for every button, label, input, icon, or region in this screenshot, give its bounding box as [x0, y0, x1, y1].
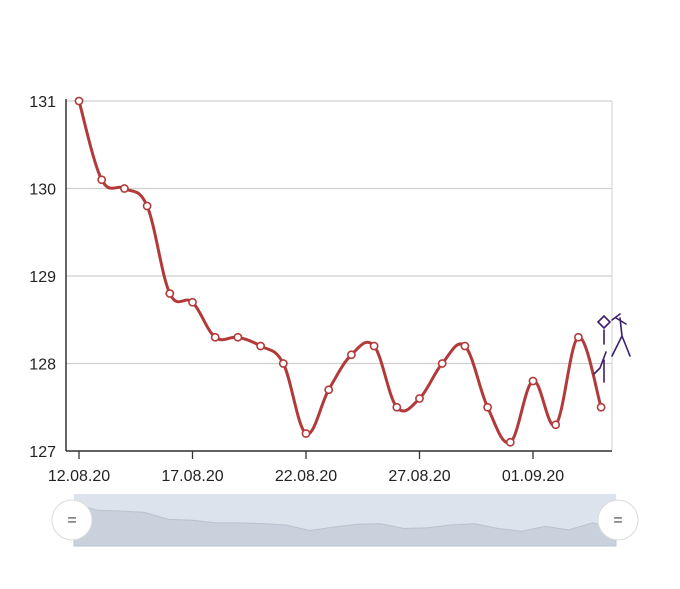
points-layer	[74, 96, 606, 447]
handwritten-scribble	[593, 313, 631, 383]
data-point[interactable]	[460, 341, 470, 351]
x-tick-label: 12.08.20	[48, 468, 110, 485]
data-point[interactable]	[210, 332, 220, 342]
y-tick-label: 129	[29, 269, 56, 286]
data-point[interactable]	[528, 376, 538, 386]
grid-layer	[66, 100, 612, 452]
data-point[interactable]	[142, 201, 152, 211]
y-tick-label: 130	[29, 182, 56, 199]
data-point[interactable]	[74, 96, 84, 106]
data-point[interactable]	[233, 332, 243, 342]
data-point[interactable]	[301, 429, 311, 438]
range-navigator[interactable]: = =	[51, 494, 639, 547]
navigator-left-handle[interactable]: =	[51, 499, 93, 541]
data-point[interactable]	[97, 175, 107, 185]
navigator-series	[73, 503, 617, 547]
data-point[interactable]	[324, 385, 334, 395]
data-point[interactable]	[483, 402, 492, 412]
x-tick-label: 22.08.20	[275, 468, 337, 485]
left-handle-label: =	[67, 512, 76, 529]
right-handle-label: =	[613, 512, 622, 529]
data-point[interactable]	[120, 184, 129, 193]
data-point[interactable]	[392, 402, 402, 412]
data-point[interactable]	[596, 402, 606, 412]
y-tick-label: 131	[29, 94, 56, 111]
data-point[interactable]	[278, 359, 288, 368]
data-point[interactable]	[574, 332, 583, 342]
data-point[interactable]	[346, 350, 356, 360]
axis-layer: 127 128 129 130 131 12.08.20 17.08.20 22.08.20 2…	[29, 94, 613, 485]
data-point[interactable]	[505, 437, 515, 447]
series-line	[77, 100, 603, 445]
data-point[interactable]	[551, 420, 561, 430]
navigator-right-handle[interactable]: =	[597, 499, 639, 541]
data-point[interactable]	[415, 394, 424, 403]
x-tick-label: 17.08.20	[161, 468, 223, 485]
y-tick-label: 127	[29, 444, 56, 461]
y-tick-label: 128	[29, 357, 56, 374]
data-point[interactable]	[369, 341, 379, 351]
x-tick-label: 01.09.20	[502, 468, 564, 485]
data-point[interactable]	[437, 359, 447, 368]
data-point[interactable]	[256, 341, 265, 351]
data-point[interactable]	[165, 289, 175, 298]
x-tick-label: 27.08.20	[388, 468, 450, 485]
data-point[interactable]	[188, 297, 197, 307]
series-layer	[77, 100, 603, 445]
